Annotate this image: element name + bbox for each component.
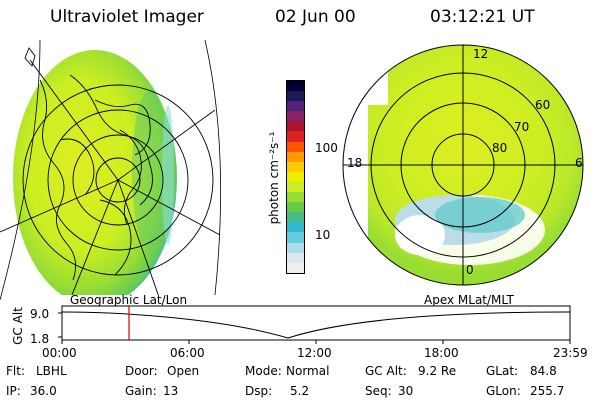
timeline-xtick-0000: 00:00: [42, 346, 77, 360]
colorbar-tick-100: 100: [315, 141, 338, 155]
gcalt-value: 9.2 Re: [418, 364, 457, 378]
dsp-label: Dsp:: [245, 384, 273, 398]
glon-value: 255.7: [530, 384, 565, 398]
colorbar-band: [287, 222, 304, 233]
mlt-label-6: 6: [575, 156, 583, 170]
glat-label: GLat:: [486, 364, 519, 378]
seq-value: 30: [398, 384, 414, 398]
colorbar-band: [287, 192, 304, 203]
colorbar-band: [287, 131, 304, 142]
colorbar-band: [287, 232, 304, 243]
colorbar-band: [287, 202, 304, 213]
glon-label: GLon:: [486, 384, 521, 398]
mlat-label-60: 60: [535, 98, 551, 112]
observation-date: 02 Jun 00: [275, 7, 356, 27]
mlt-label-12: 12: [473, 47, 489, 61]
instrument-title: Ultraviolet Imager: [50, 7, 204, 27]
mlt-label-18: 18: [347, 156, 363, 170]
mode-label: Mode:: [245, 364, 282, 378]
seq-label: Seq:: [365, 384, 392, 398]
colorbar-band: [287, 242, 304, 253]
gain-value: 13: [163, 384, 179, 398]
colorbar-band: [287, 101, 304, 112]
timeline-xtick-1200: 12:00: [297, 346, 332, 360]
colorbar: [286, 80, 305, 274]
mlt-label-0: 0: [466, 263, 474, 277]
colorbar-band: [287, 91, 304, 102]
colorbar-band: [287, 121, 304, 132]
ip-label: IP:: [6, 384, 21, 398]
timeline-xtick-2359: 23:59: [553, 346, 588, 360]
timeline-ytick-top: 9.0: [30, 307, 50, 321]
timeline-xtick-0600: 06:00: [170, 346, 205, 360]
mlat-label-80: 80: [492, 141, 508, 155]
colorbar-tick-10: 10: [315, 228, 331, 242]
door-label: Door:: [125, 364, 158, 378]
colorbar-band: [287, 81, 304, 92]
colorbar-band: [287, 161, 304, 172]
glat-value: 84.8: [530, 364, 557, 378]
gain-label: Gain:: [125, 384, 157, 398]
colorbar-band: [287, 141, 304, 152]
colorbar-band: [287, 212, 304, 223]
timeline-ytick-bottom: 1.8: [30, 332, 50, 346]
colorbar-band: [287, 181, 304, 193]
gcalt-label: GC Alt:: [365, 364, 407, 378]
apex-label: Apex MLat/MLT: [424, 293, 514, 307]
door-value: Open: [167, 364, 200, 378]
colorbar-band: [287, 252, 304, 263]
flt-label: Flt:: [6, 364, 25, 378]
timeline-xtick-1800: 18:00: [424, 346, 459, 360]
dsp-value: 5.2: [290, 384, 310, 398]
ip-value: 36.0: [30, 384, 57, 398]
colorbar-band: [287, 151, 304, 162]
observation-time: 03:12:21 UT: [430, 7, 535, 27]
geographic-label: Geographic Lat/Lon: [70, 293, 188, 307]
mode-value: Normal: [286, 364, 330, 378]
colorbar-band: [287, 171, 304, 182]
flt-value: LBHL: [36, 364, 67, 378]
colorbar-band: [287, 111, 304, 122]
mlat-label-70: 70: [514, 120, 530, 134]
colorbar-band: [287, 262, 304, 273]
